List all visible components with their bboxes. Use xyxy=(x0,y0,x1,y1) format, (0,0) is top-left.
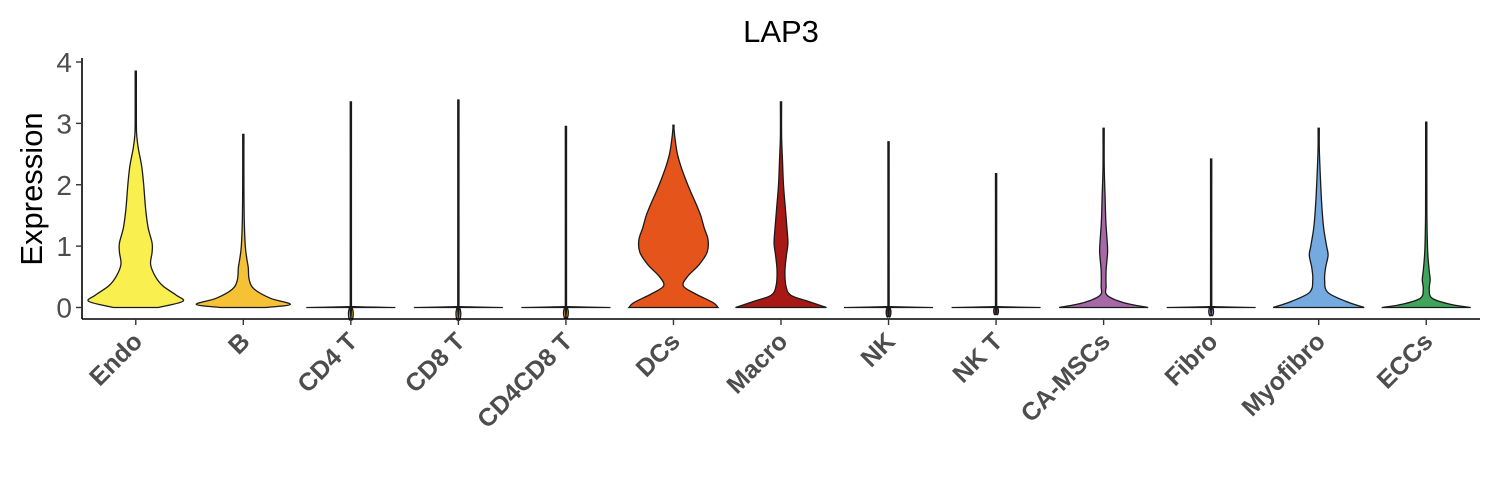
x-tick-label: CD4CD8 T xyxy=(472,327,578,433)
violin-b xyxy=(195,133,291,309)
x-tick-label: NK T xyxy=(947,327,1008,388)
x-tick-label: CD8 T xyxy=(400,327,471,398)
y-tick-label: 1 xyxy=(56,231,72,262)
violin-fibro xyxy=(1166,158,1256,317)
violin-nk-t xyxy=(951,173,1041,316)
x-tick-label: Myofibro xyxy=(1237,327,1331,421)
violin-cd8-t xyxy=(413,99,503,321)
x-tick-label: Fibro xyxy=(1159,327,1223,391)
violin-eccs xyxy=(1381,121,1471,309)
y-tick-label: 3 xyxy=(56,108,72,139)
chart-title: LAP3 xyxy=(743,14,819,49)
x-tick-label: Endo xyxy=(84,327,148,391)
x-tick-label: B xyxy=(223,327,256,360)
x-tick-label: Macro xyxy=(721,327,793,399)
violin-ca-mscs xyxy=(1058,127,1149,309)
y-axis-label: Expression xyxy=(14,112,49,265)
violin-cd4-t xyxy=(306,101,396,321)
y-tick-label: 2 xyxy=(56,170,72,201)
violin-macro xyxy=(735,101,827,309)
violin-nk xyxy=(844,141,934,318)
violin-cd4cd8-t xyxy=(521,125,611,319)
x-axis: Endo B CD4 T CD8 T CD4CD8 T DCs Macro NK NK T CA-… xyxy=(82,318,1480,434)
violin-layer xyxy=(87,70,1471,321)
violin-dcs xyxy=(627,124,720,309)
y-tick-label: 4 xyxy=(56,47,72,78)
x-tick-label: ECCs xyxy=(1372,327,1439,394)
violin-myofibro xyxy=(1272,127,1365,309)
x-tick-label: CD4 T xyxy=(292,327,363,398)
y-axis: 0 1 2 3 4 xyxy=(56,47,83,324)
x-tick-label: DCs xyxy=(631,327,686,382)
y-tick-label: 0 xyxy=(56,293,72,324)
violin-endo xyxy=(87,70,185,309)
x-tick-label: CA-MSCs xyxy=(1016,327,1116,427)
x-tick-label: NK xyxy=(855,327,900,372)
